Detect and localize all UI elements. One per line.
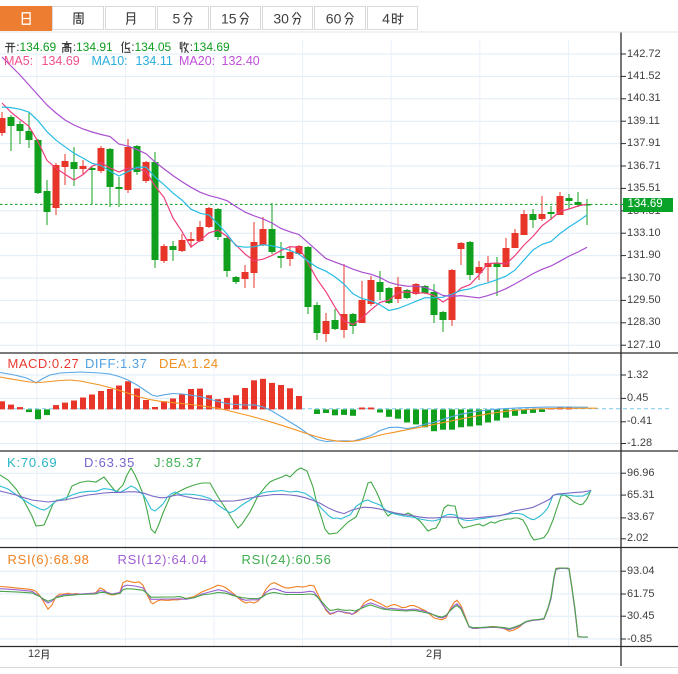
svg-text:15: 15: [221, 11, 237, 27]
svg-text:4: 4: [382, 11, 390, 27]
svg-text:30: 30: [273, 11, 289, 27]
svg-text:60: 60: [326, 11, 342, 27]
svg-text:5: 5: [173, 11, 181, 27]
